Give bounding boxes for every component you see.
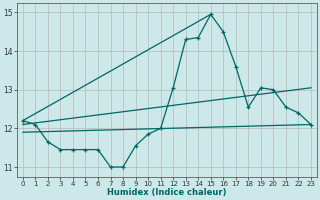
X-axis label: Humidex (Indice chaleur): Humidex (Indice chaleur) (107, 188, 227, 197)
